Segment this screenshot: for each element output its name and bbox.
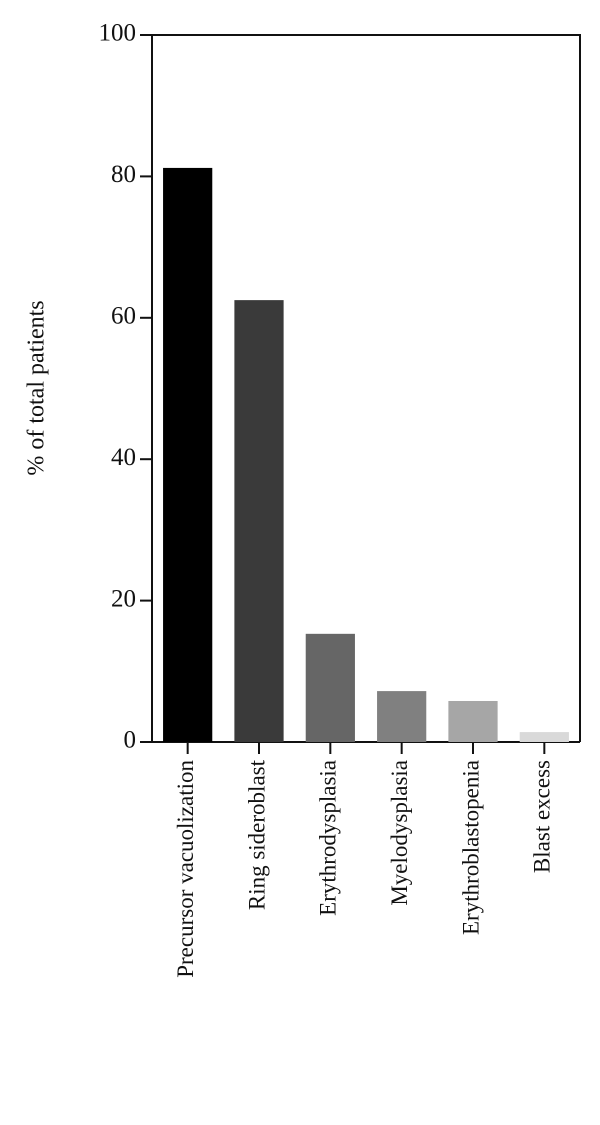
bar [377, 691, 427, 742]
y-tick-label: 100 [99, 20, 137, 47]
x-tick-label: Precursor vacuolization [173, 760, 198, 978]
y-tick-label: 40 [111, 444, 136, 471]
plot-frame [151, 34, 581, 743]
x-tick-label: Myelodysplasia [387, 760, 412, 906]
x-tick-label: Blast excess [530, 760, 555, 873]
x-tick-label: Ring sideroblast [244, 759, 269, 910]
bar [234, 300, 284, 742]
x-tick-label: Erythrodysplasia [316, 760, 341, 916]
y-tick-label: 0 [124, 727, 137, 754]
y-tick-label: 60 [111, 303, 136, 330]
bar [305, 633, 355, 742]
bar [163, 167, 213, 742]
x-tick-label: Erythroblastopenia [458, 760, 483, 935]
bar [448, 700, 498, 742]
bar [519, 732, 569, 742]
y-tick-label: 20 [111, 585, 136, 612]
y-tick-label: 80 [111, 161, 136, 188]
y-axis-label: % of total patients [24, 300, 50, 475]
